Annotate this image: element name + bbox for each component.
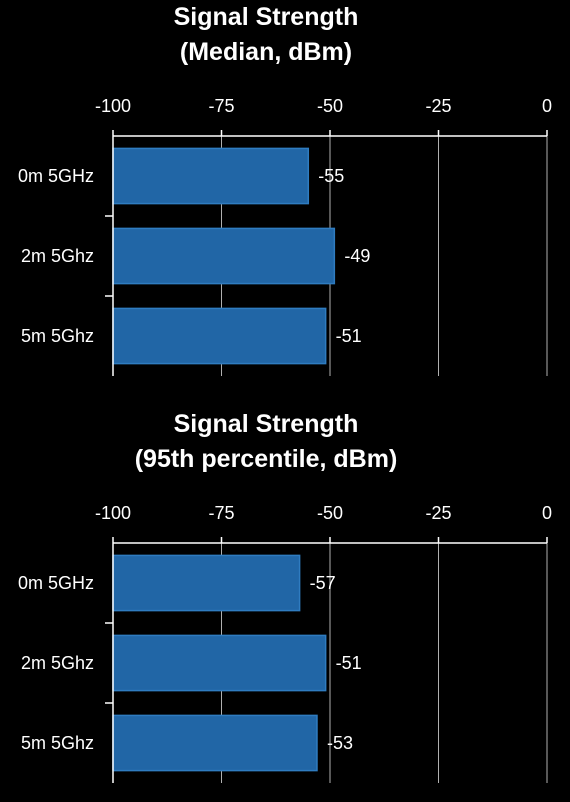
data-label: -49 bbox=[344, 246, 370, 266]
x-tick-label: -75 bbox=[208, 503, 234, 523]
bar bbox=[112, 634, 327, 692]
chart-title-line-1: Signal Strength bbox=[174, 3, 359, 31]
x-tick-label: -100 bbox=[95, 96, 131, 116]
chart-title-line-2: (95th percentile, dBm) bbox=[135, 445, 398, 473]
bar bbox=[112, 554, 301, 612]
category-label: 0m 5GHz bbox=[18, 166, 94, 186]
chart-95th-percentile: Signal Strength (95th percentile, dBm) -… bbox=[18, 410, 552, 783]
x-tick-label: 0 bbox=[542, 503, 552, 523]
category-label: 2m 5Ghz bbox=[21, 246, 94, 266]
x-tick-label: 0 bbox=[542, 96, 552, 116]
category-label: 2m 5Ghz bbox=[21, 653, 94, 673]
category-label: 5m 5Ghz bbox=[21, 326, 94, 346]
x-tick-label: -25 bbox=[425, 503, 451, 523]
category-label: 0m 5GHz bbox=[18, 573, 94, 593]
x-tick-label: -100 bbox=[95, 503, 131, 523]
data-label: -51 bbox=[336, 653, 362, 673]
x-tick-label: -50 bbox=[317, 503, 343, 523]
data-label: -51 bbox=[336, 326, 362, 346]
data-label: -53 bbox=[327, 733, 353, 753]
plot-area: -100 -75 -50 -25 0 0m 5GHz 2m 5Ghz 5m 5Ghz -55 -4… bbox=[18, 96, 552, 376]
bar bbox=[112, 147, 310, 205]
category-label: 5m 5Ghz bbox=[21, 733, 94, 753]
chart-title-line-2: (Median, dBm) bbox=[180, 38, 352, 66]
x-tick-label: -75 bbox=[208, 96, 234, 116]
chart-title-line-1: Signal Strength bbox=[174, 410, 359, 438]
data-label: -57 bbox=[310, 573, 336, 593]
bar bbox=[112, 307, 327, 365]
plot-area: -100 -75 -50 -25 0 0m 5GHz 2m 5Ghz 5m 5Ghz -57 -5… bbox=[18, 503, 552, 783]
x-tick-label: -25 bbox=[425, 96, 451, 116]
bar bbox=[112, 714, 318, 772]
x-tick-label: -50 bbox=[317, 96, 343, 116]
data-label: -55 bbox=[318, 166, 344, 186]
chart-median: Signal Strength (Median, dBm) -100 -75 -50… bbox=[18, 3, 552, 376]
bar bbox=[112, 227, 336, 285]
